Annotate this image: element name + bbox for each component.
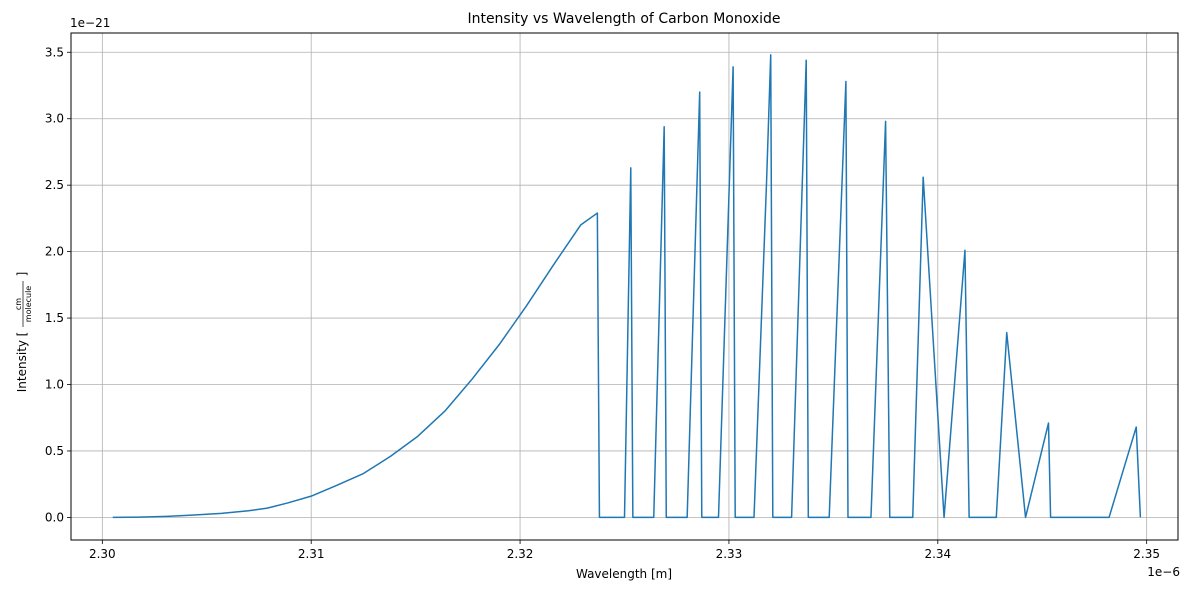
y-axis-label-open-bracket: [ bbox=[15, 332, 29, 337]
chart-title: Intensity vs Wavelength of Carbon Monoxi… bbox=[467, 11, 780, 27]
y-tick-label: 1.0 bbox=[45, 378, 64, 392]
y-axis-ticks: 0.0 0.5 1.0 1.5 2.0 2.5 3.0 3.5 bbox=[45, 45, 71, 524]
series-line-0 bbox=[112, 54, 1142, 519]
y-tick-label: 2.0 bbox=[45, 245, 64, 259]
y-tick-label: 3.0 bbox=[45, 112, 64, 126]
x-tick-label: 2.30 bbox=[89, 547, 116, 561]
y-axis-label-prefix: Intensity bbox=[15, 340, 29, 392]
x-tick-label: 2.33 bbox=[716, 547, 743, 561]
y-tick-label: 3.5 bbox=[45, 45, 64, 59]
x-axis-label: Wavelength [m] bbox=[576, 567, 672, 581]
y-tick-label: 2.5 bbox=[45, 178, 64, 192]
x-offset-label: 1e−6 bbox=[1147, 565, 1180, 579]
x-axis-ticks: 2.30 2.31 2.32 2.33 2.34 2.35 bbox=[89, 540, 1160, 561]
y-tick-label: 0.5 bbox=[45, 444, 64, 458]
grid-lines bbox=[71, 33, 1178, 540]
y-offset-label: 1e−21 bbox=[70, 16, 110, 30]
y-tick-label: 0.0 bbox=[45, 510, 64, 524]
y-tick-label: 1.5 bbox=[45, 311, 64, 325]
y-axis-label-numerator: cm bbox=[14, 298, 23, 310]
plot-area-frame bbox=[70, 32, 1179, 541]
series-layer bbox=[112, 54, 1142, 519]
x-tick-label: 2.35 bbox=[1133, 547, 1160, 561]
y-axis-label-close-bracket: ] bbox=[15, 272, 29, 277]
x-tick-label: 2.34 bbox=[924, 547, 951, 561]
x-tick-label: 2.32 bbox=[507, 547, 534, 561]
x-tick-label: 2.31 bbox=[298, 547, 325, 561]
y-axis-label-denominator: molecule bbox=[24, 286, 33, 323]
y-axis-label: Intensity [ cm molecule ] bbox=[14, 272, 33, 393]
